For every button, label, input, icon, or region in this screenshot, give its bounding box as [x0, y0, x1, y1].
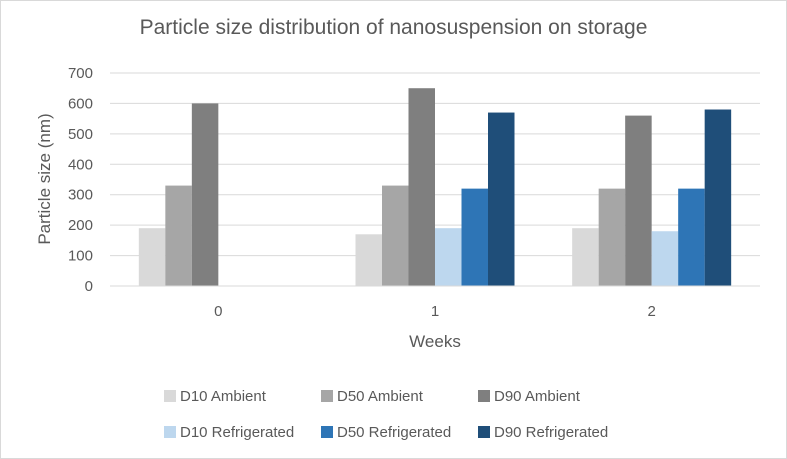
- x-axis-label: Weeks: [409, 332, 461, 351]
- bar-d50-ambient-week-1: [382, 185, 409, 286]
- legend-label: D10 Ambient: [180, 388, 267, 405]
- x-tick-label: 2: [647, 303, 655, 320]
- bar-d90-refrigerated-week-1: [488, 112, 515, 286]
- chart-title: Particle size distribution of nanosuspen…: [139, 16, 648, 39]
- bar-d10-ambient-week-1: [355, 234, 382, 286]
- x-tick-label: 1: [431, 303, 439, 320]
- legend: D10 Ambient D50 Ambient D90 Ambient D10 Ref…: [164, 388, 608, 441]
- y-tick-label: 100: [68, 248, 93, 265]
- bar-d90-ambient-week-2: [625, 115, 652, 286]
- legend-swatch: [164, 390, 176, 402]
- bar-d50-refrigerated-week-2: [678, 188, 705, 286]
- legend-label: D90 Ambient: [494, 388, 581, 405]
- y-tick-label: 0: [85, 278, 93, 295]
- bar-d10-refrigerated-week-2: [651, 231, 679, 286]
- bar-d10-refrigerated-week-1: [435, 228, 462, 286]
- y-tick-label: 700: [68, 65, 93, 82]
- bar-d90-refrigerated-week-2: [704, 109, 732, 286]
- y-tick-label: 200: [68, 217, 93, 234]
- bar-d90-ambient-week-1: [408, 88, 435, 286]
- bar-d50-ambient-week-0: [165, 185, 192, 286]
- legend-swatch: [164, 426, 176, 438]
- y-axis-ticks: 0 100 200 300 400 500 600 700: [68, 65, 93, 295]
- bar-d50-refrigerated-week-1: [461, 188, 488, 286]
- y-tick-label: 300: [68, 187, 93, 204]
- legend-swatch: [321, 390, 333, 402]
- legend-label: D50 Ambient: [337, 388, 424, 405]
- bar-d50-ambient-week-2: [598, 188, 626, 286]
- legend-swatch: [478, 426, 490, 438]
- legend-swatch: [321, 426, 333, 438]
- legend-label: D50 Refrigerated: [337, 424, 451, 441]
- y-tick-label: 400: [68, 156, 93, 173]
- bar-d90-ambient-week-0: [191, 103, 219, 286]
- y-tick-label: 500: [68, 126, 93, 143]
- legend-swatch: [478, 390, 490, 402]
- bar-d10-ambient-week-0: [138, 228, 166, 286]
- bar-d10-ambient-week-2: [572, 228, 599, 286]
- legend-label: D90 Refrigerated: [494, 424, 608, 441]
- y-axis-label: Particle size (nm): [35, 113, 54, 244]
- legend-label: D10 Refrigerated: [180, 424, 294, 441]
- x-axis-ticks: 0 1 2: [214, 303, 656, 320]
- bars: [138, 88, 732, 286]
- y-tick-label: 600: [68, 95, 93, 112]
- x-tick-label: 0: [214, 303, 222, 320]
